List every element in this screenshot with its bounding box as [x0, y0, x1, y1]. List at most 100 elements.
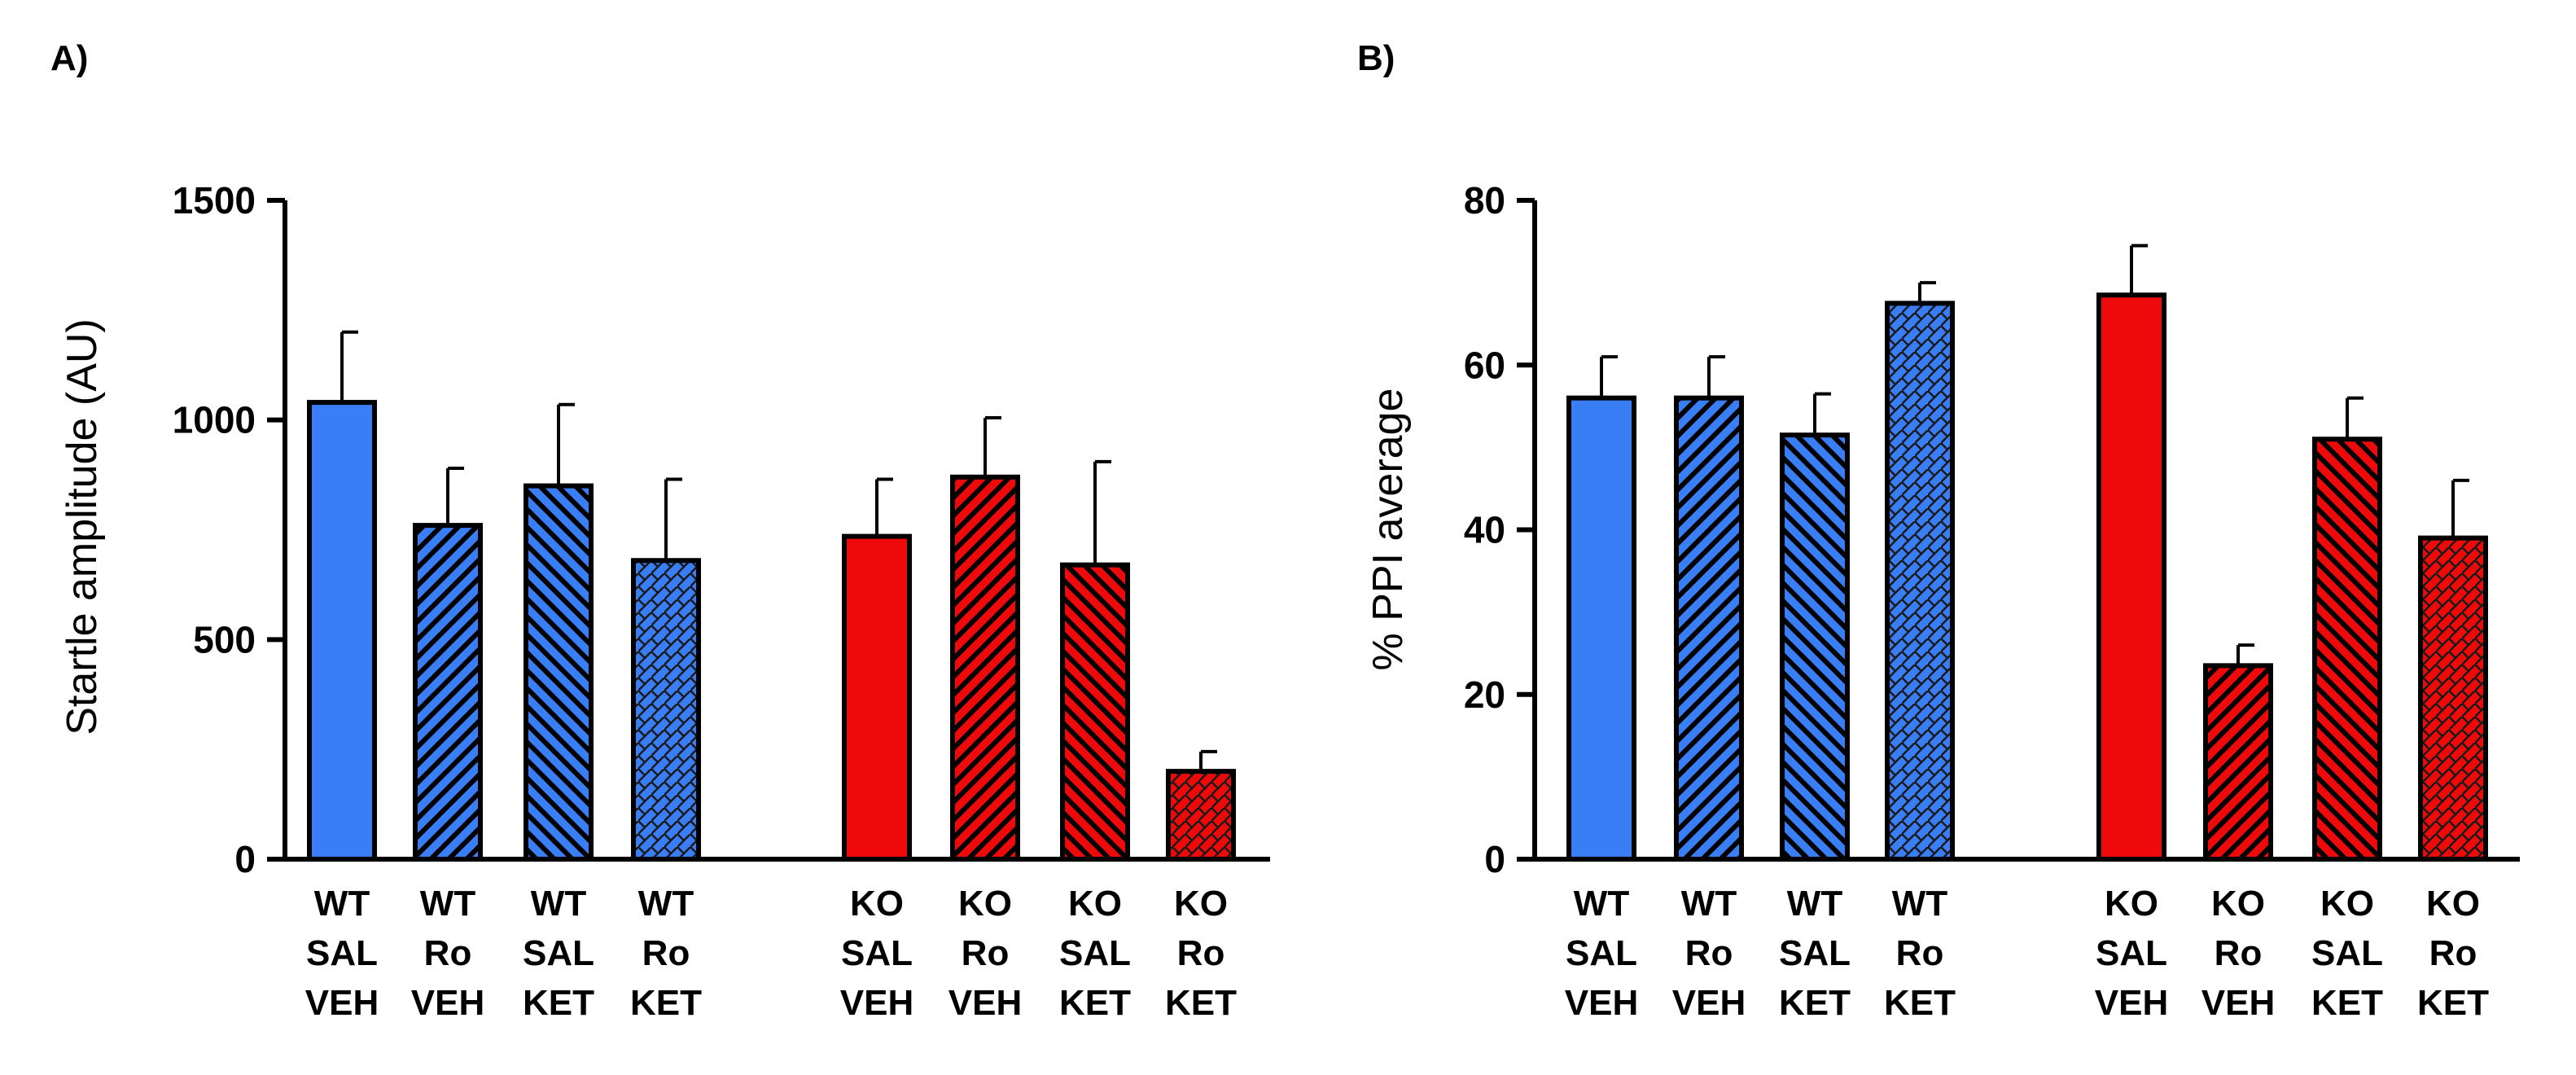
panel-b-error-bar: [1600, 355, 1618, 398]
panel-b-bar-ko-sal-veh: [2096, 292, 2166, 862]
panel-a-error-bar: [557, 402, 575, 486]
panel-b-bar-wt-ro-ket: [1885, 301, 1955, 862]
panel-a-axes: [283, 200, 1270, 862]
panel-a-error-bar: [1093, 459, 1111, 565]
panel-b-category-label: SAL: [1566, 933, 1637, 973]
panel-b-label: B): [1357, 38, 1395, 78]
panel-b-category-label: SAL: [1779, 933, 1851, 973]
panel-a-category-labels: WT SAL VEH WT Ro VEH WT SAL KET WT Ro KET KO SAL VEH KO…: [305, 884, 1237, 1023]
panel-a-y-tick-label: 1000: [173, 399, 256, 441]
panel-a-category-label: Ro: [962, 933, 1010, 973]
panel-b-bars: [1566, 292, 2488, 862]
panel-a-category-label: SAL: [306, 933, 378, 973]
panel-a-category-label: KO: [958, 884, 1012, 924]
panel-b-y-tick-label: 0: [1484, 838, 1505, 880]
panel-a-bar-wt-ro-ket: [631, 558, 701, 862]
panel-a-y-tick-label: 500: [193, 618, 256, 660]
panel-b-category-label: Ro: [2215, 933, 2263, 973]
panel-b-y-axis-title: % PPI average: [1365, 388, 1412, 671]
panel-b-bar-ko-ro-ket: [2418, 535, 2488, 862]
panel-a-category-label: WT: [531, 884, 587, 924]
panel-b-y-tick-label: 60: [1464, 344, 1505, 386]
panel-b-category-label: Ro: [2429, 933, 2477, 973]
panel-a-bar-ko-ro-ket: [1166, 769, 1236, 862]
panel-b-category-label: WT: [1892, 884, 1948, 924]
panel-a-y-tick-label: 0: [234, 838, 256, 880]
panel-b-category-label: VEH: [1672, 983, 1746, 1023]
panel-b-category-label: VEH: [2201, 983, 2275, 1023]
panel-a-bar-ko-sal-veh: [842, 533, 912, 862]
panel-a-category-label: Ro: [424, 933, 472, 973]
panel-b-category-label: WT: [1681, 884, 1737, 924]
panel-b-category-label: Ro: [1896, 933, 1944, 973]
panel-b-category-label: KO: [2320, 884, 2374, 924]
panel-b-y-ticks: 0 20 40 60 80: [1464, 179, 1535, 880]
panel-b-bar-ko-sal-ket: [2312, 437, 2382, 862]
panel-a-category-label: KET: [630, 983, 702, 1023]
panel-b-bar-wt-ro-veh: [1674, 395, 1744, 862]
panel-b-error-bar: [1707, 355, 1725, 398]
panel-a-error-bar: [664, 477, 682, 561]
panel-a-category-label: KO: [1068, 884, 1122, 924]
panel-b-category-label: KO: [2426, 884, 2480, 924]
panel-b-category-label: KO: [2105, 884, 2158, 924]
panel-b-category-label: KET: [1884, 983, 1956, 1023]
panel-a-category-label: KO: [1174, 884, 1228, 924]
panel-b-category-label: WT: [1574, 884, 1630, 924]
panel-a-label: A): [50, 38, 88, 78]
panel-a-bar-wt-ro-veh: [413, 523, 483, 862]
panel-a-bar-wt-sal-ket: [524, 483, 594, 862]
panel-a-y-ticks: 0 500 1000 1500: [173, 179, 285, 880]
panel-a-error-bar: [984, 415, 1001, 477]
panel-b-category-label: KET: [2417, 983, 2489, 1023]
panel-a-category-label: KET: [1165, 983, 1237, 1023]
panel-b-category-label: VEH: [2095, 983, 2168, 1023]
panel-a-category-label: VEH: [948, 983, 1022, 1023]
panel-b-category-label: Ro: [1685, 933, 1733, 973]
panel-b-bar-ko-ro-veh: [2203, 663, 2273, 862]
panel-a-category-label: SAL: [841, 933, 913, 973]
panel-a-y-tick-label: 1500: [173, 179, 256, 222]
panel-b-bar-wt-sal-veh: [1566, 395, 1636, 862]
panel-a-bar-ko-ro-veh: [950, 474, 1020, 862]
panel-a-category-label: WT: [420, 884, 476, 924]
panel-a-y-axis-title: Startle amplitude (AU): [59, 318, 106, 735]
panel-a-startle-chart: A) Startle amplitude (AU) 0 500 1000 1500 W…: [50, 38, 1270, 1023]
panel-a-category-label: SAL: [1059, 933, 1131, 973]
panel-b-error-bar: [2346, 396, 2364, 440]
panel-b-error-bar: [2451, 478, 2469, 538]
panel-a-category-label: WT: [638, 884, 694, 924]
panel-b-error-bar: [1918, 281, 1936, 304]
panel-b-category-label: KET: [2311, 983, 2383, 1023]
panel-b-error-bars: [1600, 244, 2469, 666]
panel-a-category-label: VEH: [411, 983, 484, 1023]
panel-a-bar-wt-sal-veh: [307, 400, 377, 862]
panel-a-category-label: SAL: [523, 933, 594, 973]
panel-b-category-labels: WT SAL VEH WT Ro VEH WT SAL KET WT Ro KET KO SAL VEH KO…: [1565, 884, 2489, 1023]
panel-a-category-label: KO: [850, 884, 904, 924]
panel-b-y-tick-label: 20: [1464, 674, 1505, 716]
panel-a-error-bar: [875, 477, 893, 537]
panel-a-category-label: Ro: [1177, 933, 1225, 973]
panel-a-category-label: VEH: [840, 983, 913, 1023]
panel-a-category-label: WT: [314, 884, 370, 924]
panel-b-y-tick-label: 80: [1464, 179, 1505, 222]
panel-b-error-bar: [2130, 244, 2148, 296]
panel-a-category-label: VEH: [305, 983, 379, 1023]
panel-b-category-label: WT: [1787, 884, 1843, 924]
panel-b-y-tick-label: 40: [1464, 509, 1505, 551]
panel-a-error-bar: [340, 330, 358, 403]
panel-b-category-label: SAL: [2311, 933, 2383, 973]
panel-a-error-bar: [1199, 749, 1217, 772]
panel-b-error-bar: [2236, 643, 2254, 666]
panel-b-category-label: VEH: [1565, 983, 1638, 1023]
panel-b-ppi-chart: B) % PPI average 0 20 40 60 80 WT SAL VEH WT Ro V…: [1357, 38, 2520, 1023]
panel-b-category-label: KO: [2211, 884, 2265, 924]
panel-a-error-bar: [446, 466, 464, 526]
panel-a-category-label: KET: [1059, 983, 1131, 1023]
panel-a-error-bars: [340, 330, 1217, 772]
panel-b-axes: [1532, 200, 2520, 862]
panel-b-category-label: KET: [1779, 983, 1851, 1023]
panel-b-category-label: SAL: [2096, 933, 2167, 973]
